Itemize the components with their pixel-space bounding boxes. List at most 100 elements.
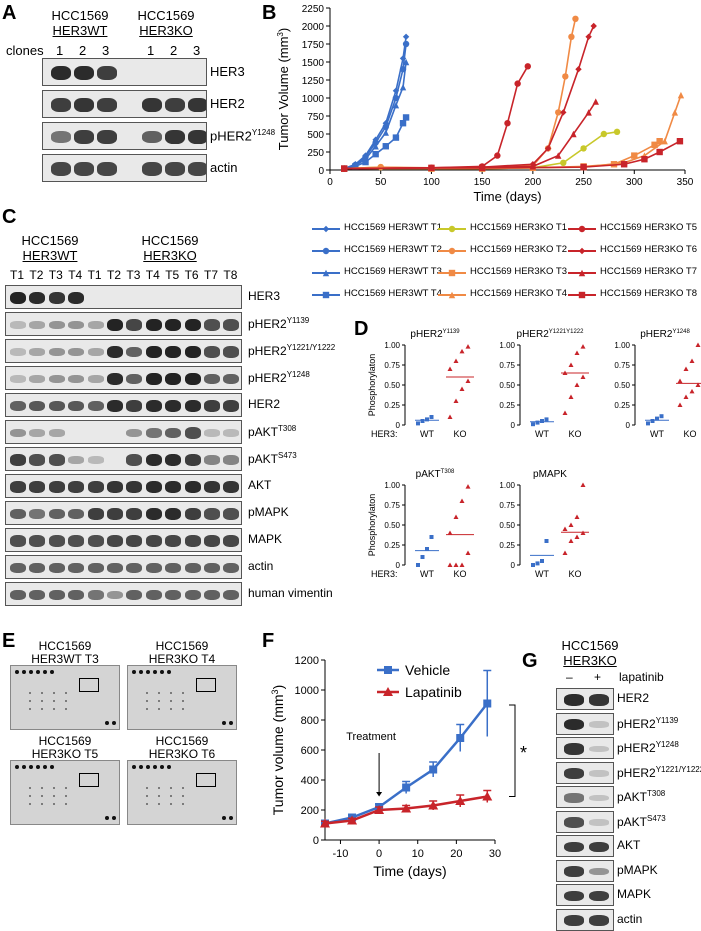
c-lane-label: T1 <box>10 268 25 282</box>
e-array-membrane <box>10 665 120 730</box>
b-legend-marker <box>322 225 330 233</box>
g-band <box>564 817 584 828</box>
c-wt-header-line2: HER3WT <box>22 248 78 263</box>
d-ko-point <box>695 382 701 387</box>
c-row-label-2: pHER2Y1221/Y1222 <box>248 343 335 358</box>
c-band <box>204 589 220 601</box>
d-chart-title: pHER2Y1139 <box>410 329 460 340</box>
d-wt-point <box>655 416 659 421</box>
a-band <box>74 97 94 113</box>
e-array-spot <box>182 795 184 797</box>
g-row-label-0-text: HER2 <box>617 691 650 705</box>
g-blot-0 <box>556 688 614 710</box>
e-array-spot <box>158 787 160 789</box>
e-array-title-line2: HER3WT T3 <box>31 652 99 666</box>
panel-f-lapatinib-chart: 0 200 400 600 800 1000 1200 -10 0 10 20 30 Time (day… <box>270 655 527 879</box>
c-band <box>223 400 240 412</box>
b-data-point <box>580 163 587 171</box>
e-array-spot <box>22 670 26 674</box>
c-band <box>126 319 143 331</box>
e-array-spot <box>139 670 143 674</box>
g-band <box>589 867 609 876</box>
b-legend-label: HCC1569 HER3KO T1 <box>470 222 567 233</box>
d-x-label-wt: WT <box>650 429 664 439</box>
c-lane-label: T4 <box>145 268 160 282</box>
d-x-label-ko: KO <box>453 429 466 439</box>
d-ko-point <box>465 378 471 383</box>
d-wt-point <box>429 415 434 419</box>
b-data-point <box>428 164 435 172</box>
d-wt-point <box>540 559 544 563</box>
b-legend-swatch <box>312 225 340 233</box>
c-band <box>126 589 143 601</box>
e-array-spot <box>29 692 31 694</box>
c-band <box>184 427 201 439</box>
a-band <box>188 97 206 113</box>
a-row-label-1-text: HER2 <box>210 96 245 111</box>
g-band <box>589 721 609 728</box>
c-band <box>184 535 201 547</box>
a-row-label-2-sup: Y1248 <box>251 128 276 137</box>
c-band <box>184 562 201 574</box>
c-band <box>48 562 65 574</box>
e-array-highlight-box <box>79 678 99 692</box>
e-array-spot <box>139 765 143 769</box>
a-band <box>165 98 185 112</box>
c-blot-0 <box>5 285 242 309</box>
f-y-tick-label: 1200 <box>295 655 319 667</box>
d-wt-point <box>544 539 549 543</box>
a-band <box>74 65 94 81</box>
d-ko-point <box>580 482 586 487</box>
a-clone-number: 3 <box>193 43 201 58</box>
f-data-point <box>482 791 493 801</box>
c-row-label-6: pAKTS473 <box>248 451 297 466</box>
f-data-point <box>456 734 465 742</box>
d-ko-point <box>689 388 695 394</box>
e-array-title-line1: HCC1569 <box>38 639 92 653</box>
d-wt-point <box>420 555 425 559</box>
c-band <box>107 345 123 359</box>
e-array-spot <box>170 795 172 797</box>
b-data-point <box>544 145 552 152</box>
c-band <box>10 508 26 520</box>
c-row-label-1: pHER2Y1139 <box>248 316 309 331</box>
b-series-line <box>344 65 529 170</box>
e-array-spot <box>222 721 226 725</box>
c-wt-header-line1: HCC1569 <box>21 233 79 248</box>
d-y-tick-label: 0.25 <box>614 401 630 410</box>
e-array-spot <box>167 670 171 674</box>
e-array-title-line1: HCC1569 <box>155 734 209 748</box>
e-array-spot <box>36 765 40 769</box>
d-wt-point <box>429 535 434 539</box>
b-legend-label: HCC1569 HER3KO T6 <box>600 244 697 255</box>
d-y-tick-label: 0 <box>511 561 516 570</box>
c-band <box>223 562 240 574</box>
a-row-label-3-text: actin <box>210 160 238 175</box>
g-row-label-4-sup: T308 <box>647 789 666 798</box>
c-band <box>107 399 123 413</box>
e-array-spot <box>65 692 67 694</box>
b-data-point <box>572 15 579 22</box>
g-band <box>589 841 609 853</box>
e-array-spot <box>146 670 150 674</box>
d-ko-point <box>447 366 453 371</box>
a-band <box>51 98 71 112</box>
c-band <box>107 372 123 386</box>
b-data-point <box>568 33 575 40</box>
c-band <box>223 508 240 520</box>
b-y-tick-label: 2000 <box>302 22 325 33</box>
e-array-spot <box>41 803 43 805</box>
d-chart-title: pMAPK <box>533 469 567 480</box>
d-y-tick-label: 1.00 <box>384 341 400 350</box>
c-band <box>87 562 104 574</box>
c-band <box>145 372 162 386</box>
g-row-label-2: pHER2Y1248 <box>617 740 679 755</box>
g-band <box>589 694 609 706</box>
f-legend-label: Vehicle <box>405 662 450 678</box>
d-scatter-4: 0 0.25 0.50 0.75 1.00 pMAPK WT KO <box>499 469 589 579</box>
b-data-point <box>402 40 410 48</box>
c-band <box>10 454 26 466</box>
g-row-label-9-text: actin <box>617 911 643 926</box>
panel-label-a: A <box>2 2 17 24</box>
b-data-point <box>399 84 407 91</box>
